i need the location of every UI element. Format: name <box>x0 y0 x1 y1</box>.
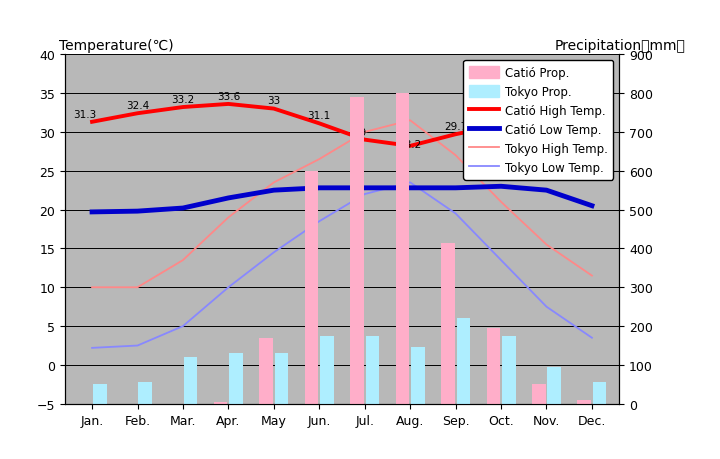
Text: 31.1: 31.1 <box>307 111 331 121</box>
Text: 30.5: 30.5 <box>588 116 611 126</box>
Bar <box>138 383 152 404</box>
Legend: Catió Prop., Tokyo Prop., Catió High Temp., Catió Low Temp., Tokyo High Temp., T: Catió Prop., Tokyo Prop., Catió High Tem… <box>463 61 613 180</box>
Bar <box>547 367 561 404</box>
Bar <box>93 385 107 404</box>
Text: 28.2: 28.2 <box>399 140 422 150</box>
Bar <box>214 402 228 404</box>
Bar <box>320 336 334 404</box>
Bar <box>532 385 546 404</box>
Bar <box>577 400 591 404</box>
Text: 29.7: 29.7 <box>444 122 467 132</box>
Bar <box>502 336 516 404</box>
Bar <box>305 171 318 404</box>
Text: Temperature(℃): Temperature(℃) <box>59 39 174 52</box>
Text: 32.4: 32.4 <box>126 101 149 111</box>
Bar <box>411 348 425 404</box>
Text: 29: 29 <box>354 127 366 137</box>
Text: 33.2: 33.2 <box>171 95 194 105</box>
Text: Precipitation（mm）: Precipitation（mm） <box>555 39 685 52</box>
Bar <box>229 353 243 404</box>
Text: 31.3: 31.3 <box>73 109 97 119</box>
Bar <box>259 338 273 404</box>
Bar <box>593 383 606 404</box>
Bar <box>487 328 500 404</box>
Bar <box>366 336 379 404</box>
Text: 33.6: 33.6 <box>217 92 240 101</box>
Text: 31.5: 31.5 <box>535 108 558 118</box>
Bar <box>395 94 409 404</box>
Bar <box>350 98 364 404</box>
Bar <box>184 358 197 404</box>
Text: 30.9: 30.9 <box>490 112 513 123</box>
Text: 33: 33 <box>267 96 281 106</box>
Bar <box>275 353 289 404</box>
Bar <box>456 319 470 404</box>
Bar <box>441 243 455 404</box>
